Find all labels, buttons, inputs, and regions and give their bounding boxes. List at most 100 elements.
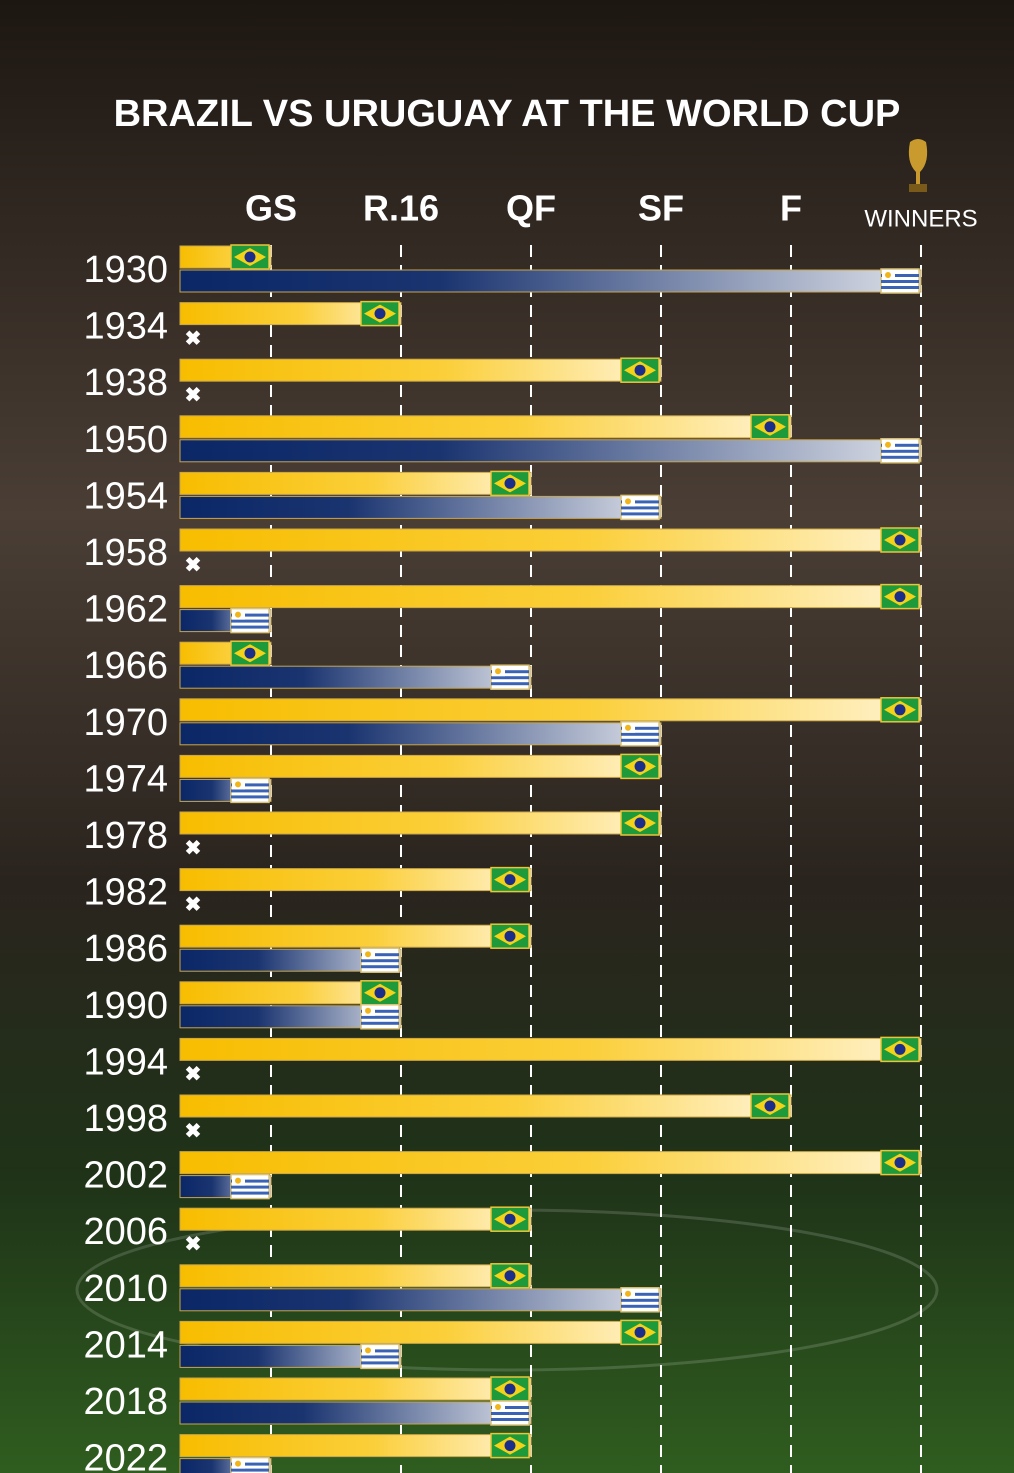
flag-icon <box>620 494 660 521</box>
flag-icon <box>360 1004 400 1030</box>
bar <box>179 698 922 722</box>
y-tick-label: 1998 <box>83 1098 168 1140</box>
bar <box>179 1320 662 1344</box>
bar <box>179 269 922 293</box>
bar <box>179 981 402 1005</box>
y-tick-label: 2014 <box>83 1324 168 1366</box>
flag-icon <box>360 300 400 327</box>
bar <box>179 1207 532 1231</box>
x-tick-label: SF <box>638 188 684 229</box>
bar <box>179 1401 532 1425</box>
flag-icon <box>360 1343 400 1370</box>
y-tick-label: 1958 <box>83 532 168 574</box>
y-tick-label: 2010 <box>83 1268 168 1310</box>
bar <box>179 415 792 439</box>
y-tick-label: 1930 <box>83 249 168 291</box>
y-tick-label: 2018 <box>83 1381 168 1423</box>
flag-icon <box>620 357 660 383</box>
y-tick-label: 1986 <box>83 928 168 970</box>
no-participation: ✖ <box>185 1064 202 1086</box>
y-tick-label: 1950 <box>83 419 168 461</box>
no-participation: ✖ <box>185 554 202 576</box>
flag-icon <box>230 640 270 666</box>
flag-icon <box>230 1173 270 1200</box>
flag-icon <box>360 980 400 1006</box>
flag-icon <box>880 697 920 723</box>
bar <box>179 471 532 495</box>
flag-icon <box>360 947 400 973</box>
x-tick-label: R.16 <box>363 188 439 229</box>
x-tick-label: QF <box>506 188 556 229</box>
flag-icon <box>880 268 920 294</box>
flag-icon <box>490 1432 530 1459</box>
bar <box>179 439 922 463</box>
bar <box>179 868 532 892</box>
y-tick-label: 1966 <box>83 645 168 687</box>
bar <box>179 754 662 778</box>
x-tick-label: GS <box>245 188 297 229</box>
flag-icon <box>620 1319 660 1346</box>
y-tick-label: 2006 <box>83 1211 168 1253</box>
bar <box>179 948 402 972</box>
y-tick-label: 1982 <box>83 872 168 914</box>
flag-icon <box>620 1287 660 1313</box>
flag-icon <box>230 607 270 634</box>
bar <box>179 1005 402 1029</box>
bar <box>179 1344 402 1368</box>
bar <box>179 302 402 326</box>
y-tick-label: 2002 <box>83 1155 168 1197</box>
no-participation: ✖ <box>185 894 202 916</box>
bar <box>179 358 662 382</box>
flag-icon <box>490 1400 530 1426</box>
flag-icon <box>490 1263 530 1289</box>
y-tick-label: 2022 <box>83 1438 168 1473</box>
bar <box>179 811 662 835</box>
bar <box>179 1264 532 1288</box>
chart-title: BRAZIL VS URUGUAY AT THE WORLD CUP <box>114 93 901 135</box>
bar <box>179 585 922 609</box>
flag-icon <box>880 583 920 610</box>
trophy-icon <box>908 139 928 192</box>
y-tick-label: 1970 <box>83 702 168 744</box>
flag-icon <box>490 1206 530 1232</box>
no-participation: ✖ <box>185 384 202 406</box>
y-tick-label: 1994 <box>83 1041 168 1083</box>
y-tick-label: 1938 <box>83 362 168 404</box>
flag-icon <box>620 810 660 836</box>
flag-icon <box>880 438 920 464</box>
flag-icon <box>750 1093 790 1119</box>
flag-icon <box>750 414 790 440</box>
no-participation: ✖ <box>185 1120 202 1142</box>
bar <box>179 1094 792 1118</box>
y-tick-label: 1990 <box>83 985 168 1027</box>
y-tick-label: 1978 <box>83 815 168 857</box>
y-tick-label: 1974 <box>83 758 168 800</box>
bar <box>179 665 532 689</box>
y-tick-label: 1954 <box>83 475 168 517</box>
no-participation: ✖ <box>185 328 202 350</box>
bar <box>179 722 662 746</box>
bar <box>179 528 922 552</box>
flag-icon <box>620 721 660 747</box>
flag-icon <box>490 923 530 949</box>
bar <box>179 495 662 519</box>
y-tick-label: 1934 <box>83 306 168 348</box>
x-tick-label: WINNERS <box>864 205 977 232</box>
bar <box>179 1037 922 1061</box>
x-tick-label: F <box>780 188 802 229</box>
flag-icon <box>880 1149 920 1176</box>
flag-icon <box>490 664 530 690</box>
bar <box>179 1434 532 1458</box>
no-participation: ✖ <box>185 1233 202 1255</box>
bar <box>179 1151 922 1175</box>
flag-icon <box>880 1036 920 1063</box>
flag-icon <box>230 1456 270 1473</box>
flag-icon <box>230 777 270 804</box>
y-tick-label: 1962 <box>83 589 168 631</box>
no-participation: ✖ <box>185 837 202 859</box>
flag-icon <box>490 1376 530 1402</box>
flag-icon <box>880 527 920 553</box>
bar <box>179 1288 662 1312</box>
bar <box>179 1377 532 1401</box>
